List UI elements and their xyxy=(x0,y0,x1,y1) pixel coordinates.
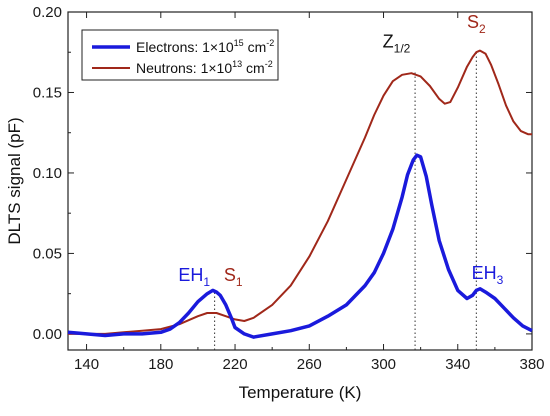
legend-neutrons-main: Neutrons: 1×10 xyxy=(136,60,232,76)
legend-neutrons-unit-exp: -2 xyxy=(265,59,273,69)
y-tick-label: 0.15 xyxy=(33,84,62,101)
x-tick-label: 380 xyxy=(519,356,544,373)
legend-electrons-unit-exp: -2 xyxy=(266,38,274,48)
legend-neutrons-exp: 13 xyxy=(232,59,242,69)
legend-electrons-unit: cm xyxy=(244,39,267,55)
series-line-neutrons xyxy=(68,49,532,335)
series-line-electrons xyxy=(67,153,533,339)
annotation-z12: Z1/2 xyxy=(383,31,411,55)
plot-area-frame xyxy=(67,11,533,351)
x-tick-label: 260 xyxy=(297,356,322,373)
y-tick-label: 0.05 xyxy=(33,245,62,262)
y-tick-label: 0.10 xyxy=(33,165,62,182)
peak-marker-lines xyxy=(214,50,477,350)
x-tick-label: 140 xyxy=(74,356,99,373)
y-tick-label: 0.20 xyxy=(33,4,62,21)
x-tick-label: 180 xyxy=(148,356,173,373)
legend-box xyxy=(81,29,279,81)
x-tick-label: 300 xyxy=(371,356,396,373)
x-axis-title: Temperature (K) xyxy=(239,383,362,402)
legend-label-electrons: Electrons: 1×1015 cm-2 xyxy=(136,38,274,55)
data-series xyxy=(67,49,533,339)
legend: Electrons: 1×1015 cm-2 Neutrons: 1×1013 … xyxy=(81,29,279,81)
annotation-s2: S2 xyxy=(467,12,486,36)
y-axis-title: DLTS signal (pF) xyxy=(5,117,24,244)
legend-electrons-main: Electrons: 1×10 xyxy=(136,39,234,55)
legend-label-neutrons: Neutrons: 1×1013 cm-2 xyxy=(136,59,273,76)
annotation-s1: S1 xyxy=(224,265,243,289)
y-tick-label: 0.00 xyxy=(33,326,62,343)
peak-annotations: EH1 S1 Z1/2 S2 EH3 xyxy=(178,12,503,289)
annotation-eh1: EH1 xyxy=(178,265,210,289)
x-axis-ticks: 140 180 220 260 300 340 380 xyxy=(74,12,545,373)
legend-electrons-exp: 15 xyxy=(234,38,244,48)
x-tick-label: 220 xyxy=(223,356,248,373)
y-axis-ticks: 0.00 0.05 0.10 0.15 0.20 xyxy=(33,4,532,343)
annotation-eh3: EH3 xyxy=(472,263,504,287)
legend-neutrons-unit: cm xyxy=(242,60,265,76)
x-tick-label: 340 xyxy=(445,356,470,373)
